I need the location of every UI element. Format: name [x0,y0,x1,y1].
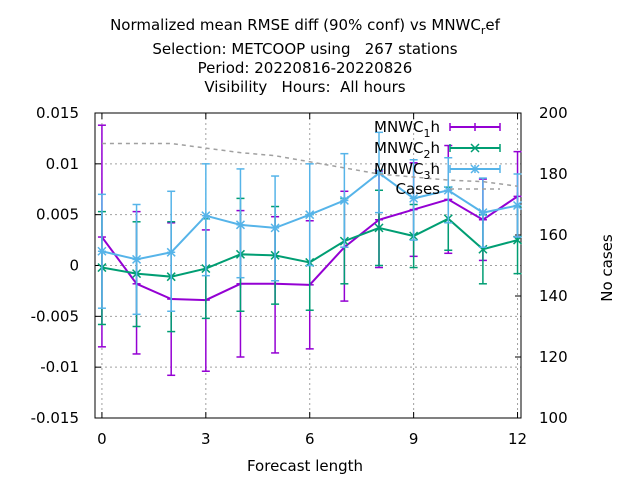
legend-label: Cases [395,180,440,198]
series-line [101,142,518,187]
data-point [374,168,384,178]
legend-label: MNWC3h [374,160,440,182]
data-point [443,185,453,195]
marker-stroke [339,195,349,205]
marker-stroke [235,220,245,230]
marker-stroke [97,246,107,256]
data-point [166,247,176,257]
legend-entry-cases: Cases [395,180,500,198]
series-cases [101,142,518,187]
x-tick-label: 3 [201,430,211,448]
data-point [201,211,211,221]
data-point [132,254,142,264]
axes: 0 3 6 9 12 -0.015 -0.01 -0.005 0 0.005 0.01 0.015 10… [31,104,568,448]
y2-tick-label: 100 [539,409,568,427]
data-point [470,143,480,153]
title-line-1: Normalized mean RMSE diff (90% conf) vs … [110,16,500,37]
data-point [409,193,419,203]
y-tick-label: -0.015 [31,409,79,427]
y-tick-label: 0.005 [36,206,79,224]
marker-stroke [166,247,176,257]
data-point [471,123,479,131]
marker-stroke [374,168,384,178]
marker-stroke [305,210,315,220]
marker-stroke [513,200,523,211]
marker-stroke [443,185,453,195]
y2-tick-label: 120 [539,348,568,366]
data-point [470,164,480,174]
marker-stroke [201,211,211,221]
x-axis-label: Forecast length [247,457,363,475]
chart-title: Normalized mean RMSE diff (90% conf) vs … [0,16,610,97]
marker-stroke [132,254,142,264]
x-tick-label: 12 [508,430,527,448]
y2-tick-label: 180 [539,165,568,183]
y2-tick-label: 200 [539,104,568,122]
marker-stroke [470,164,480,174]
data-point [478,208,488,218]
legend-entry-mnwc-2h: MNWC2h [374,139,501,161]
data-point [513,200,523,211]
x-tick-label: 0 [97,430,107,448]
marker-stroke [478,208,488,218]
data-point [339,195,349,205]
y-tick-label: 0.01 [46,155,79,173]
y2-axis-label: No cases [598,234,616,302]
series-layer [97,124,523,377]
marker-stroke [470,143,480,153]
series-mnwc-3h [97,131,523,316]
marker-stroke [409,193,419,203]
data-point [235,220,245,230]
marker-stroke [374,223,384,233]
title-line-4: Visibility Hours: All hours [204,78,406,96]
y2-tick-label: 160 [539,226,568,244]
y2-tick-label: 140 [539,287,568,305]
data-point [374,223,384,233]
title-line-2: Selection: METCOOP using 267 stations [152,40,458,58]
title-line-3: Period: 20220816-20220826 [197,59,413,77]
data-point [97,246,107,256]
legend-label: MNWC1h [374,118,440,140]
y-tick-label: 0.015 [36,104,79,122]
data-point [305,210,315,220]
data-point [270,223,280,233]
marker-stroke [270,223,280,233]
x-tick-label: 9 [409,430,419,448]
legend-entry-mnwc-1h: MNWC1h [374,118,501,140]
x-tick-label: 6 [305,430,315,448]
y-tick-label: -0.005 [31,307,79,325]
y-tick-label: 0 [69,257,79,275]
legend-label: MNWC2h [374,139,440,161]
y-tick-label: -0.01 [40,358,79,376]
